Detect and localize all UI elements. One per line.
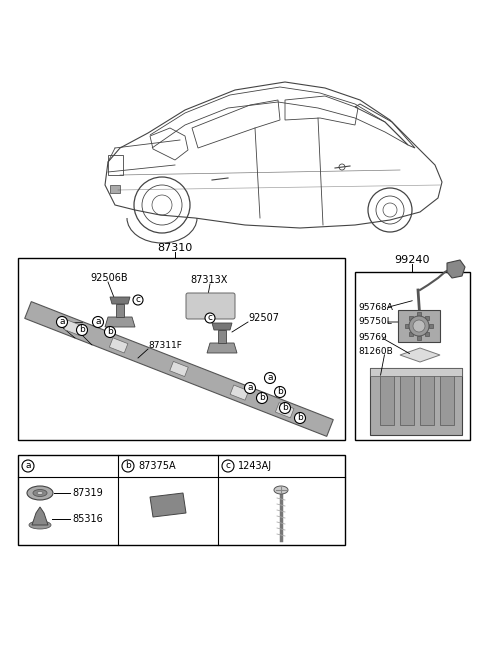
- Text: c: c: [226, 462, 230, 470]
- Bar: [417, 336, 421, 340]
- Polygon shape: [105, 317, 135, 327]
- Text: a: a: [95, 318, 101, 327]
- Bar: [18, 258, 345, 440]
- Circle shape: [93, 316, 104, 327]
- Polygon shape: [109, 338, 128, 353]
- Text: 87313X: 87313X: [190, 275, 228, 285]
- Polygon shape: [110, 297, 130, 304]
- Bar: [355, 272, 470, 440]
- Text: 95768A: 95768A: [358, 304, 393, 312]
- Circle shape: [76, 325, 87, 335]
- Ellipse shape: [33, 489, 47, 497]
- Polygon shape: [25, 302, 333, 436]
- Bar: [380, 375, 394, 425]
- Text: b: b: [79, 325, 85, 335]
- Text: 81260B: 81260B: [358, 348, 393, 356]
- Polygon shape: [150, 493, 186, 517]
- Polygon shape: [207, 343, 237, 353]
- Text: 95769: 95769: [358, 333, 387, 342]
- Bar: [370, 368, 462, 376]
- Bar: [417, 312, 421, 316]
- Polygon shape: [212, 323, 232, 330]
- Text: b: b: [282, 403, 288, 413]
- Text: 95750L: 95750L: [358, 318, 392, 327]
- FancyBboxPatch shape: [186, 293, 235, 319]
- Bar: [218, 330, 226, 343]
- Bar: [18, 455, 345, 545]
- Bar: [440, 375, 454, 425]
- Text: a: a: [59, 318, 65, 327]
- Bar: [116, 304, 124, 317]
- Text: 92506B: 92506B: [90, 273, 128, 283]
- Bar: [400, 375, 414, 425]
- Polygon shape: [400, 348, 440, 362]
- Circle shape: [279, 403, 290, 413]
- Text: 1243AJ: 1243AJ: [238, 461, 272, 471]
- Bar: [425, 333, 430, 337]
- Polygon shape: [230, 385, 249, 400]
- Text: 87310: 87310: [157, 243, 192, 253]
- Ellipse shape: [29, 521, 51, 529]
- Circle shape: [122, 460, 134, 472]
- Circle shape: [409, 316, 429, 336]
- Text: c: c: [207, 314, 213, 323]
- Bar: [108, 155, 123, 175]
- Text: 92507: 92507: [248, 313, 279, 323]
- Bar: [408, 333, 412, 337]
- Text: a: a: [25, 462, 31, 470]
- Circle shape: [133, 295, 143, 305]
- Circle shape: [244, 382, 255, 394]
- Bar: [398, 310, 440, 342]
- Polygon shape: [447, 260, 465, 278]
- Bar: [420, 375, 434, 425]
- Bar: [425, 316, 430, 319]
- Text: b: b: [259, 394, 265, 403]
- Bar: [110, 185, 120, 193]
- Circle shape: [264, 373, 276, 384]
- Bar: [405, 324, 409, 328]
- Text: b: b: [107, 327, 113, 337]
- Text: 99240: 99240: [394, 255, 430, 265]
- Circle shape: [222, 460, 234, 472]
- Ellipse shape: [274, 486, 288, 494]
- Polygon shape: [32, 507, 48, 525]
- Ellipse shape: [27, 486, 53, 500]
- Text: 87311F: 87311F: [148, 342, 182, 350]
- Text: c: c: [135, 295, 141, 304]
- Text: 87319: 87319: [72, 488, 103, 498]
- Circle shape: [413, 320, 425, 332]
- Polygon shape: [276, 403, 294, 418]
- Polygon shape: [370, 368, 462, 435]
- Text: 85316: 85316: [72, 514, 103, 524]
- Text: b: b: [297, 413, 303, 422]
- Polygon shape: [64, 320, 83, 335]
- Text: b: b: [277, 388, 283, 396]
- Circle shape: [295, 413, 305, 424]
- Circle shape: [205, 313, 215, 323]
- Circle shape: [57, 316, 68, 327]
- Text: a: a: [247, 384, 253, 392]
- Bar: [408, 316, 412, 319]
- Bar: [429, 324, 433, 328]
- Polygon shape: [170, 361, 188, 377]
- Ellipse shape: [37, 491, 43, 495]
- Text: b: b: [125, 462, 131, 470]
- Circle shape: [22, 460, 34, 472]
- Circle shape: [275, 386, 286, 398]
- Text: a: a: [267, 373, 273, 382]
- Text: 87375A: 87375A: [138, 461, 176, 471]
- Circle shape: [256, 392, 267, 403]
- Circle shape: [105, 327, 116, 337]
